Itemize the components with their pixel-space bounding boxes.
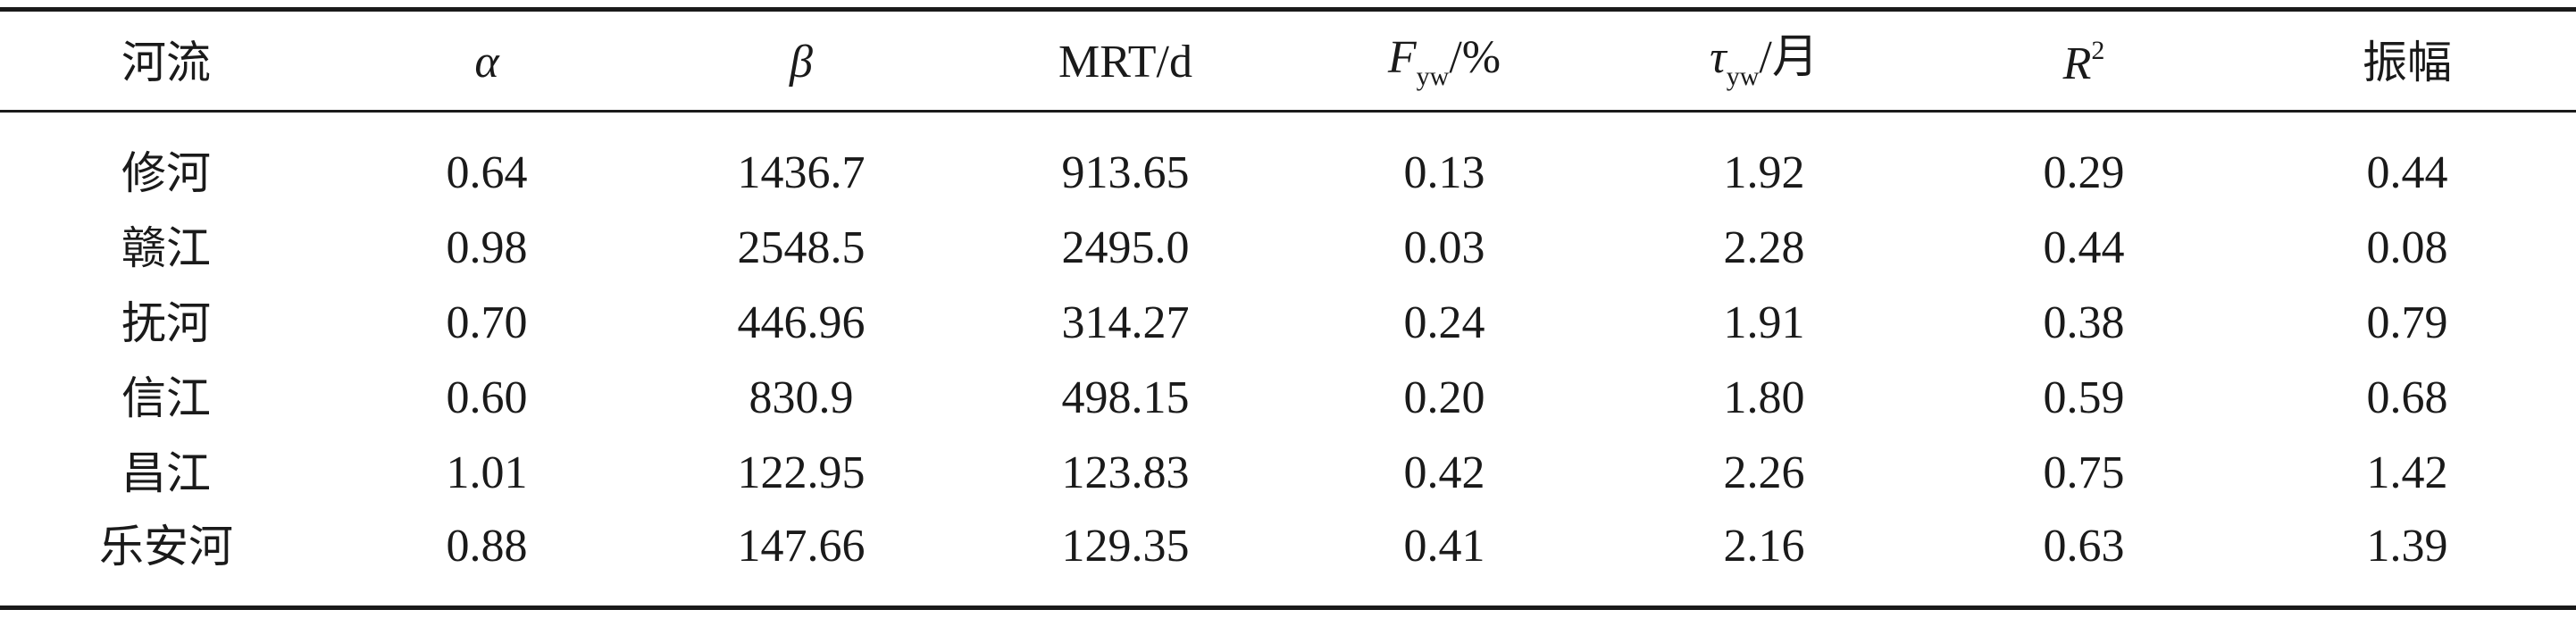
- cell-tau: 2.16: [1723, 521, 1805, 572]
- header-tau-subscript: yw: [1726, 62, 1760, 91]
- cell-fyw: 0.24: [1403, 297, 1485, 348]
- cell-fyw: 0.03: [1403, 222, 1485, 273]
- cell-beta: 830.9: [749, 372, 854, 423]
- cell-river: 赣江: [121, 222, 211, 274]
- header-tau: τyw/月: [1710, 35, 1819, 90]
- cell-tau: 2.26: [1723, 447, 1805, 498]
- cell-beta: 147.66: [737, 521, 866, 572]
- cell-amplitude: 1.42: [2366, 447, 2448, 498]
- cell-alpha: 0.98: [446, 222, 528, 273]
- header-amplitude: 振幅: [2363, 37, 2452, 88]
- cell-mrt: 123.83: [1061, 447, 1190, 498]
- cell-alpha: 0.60: [446, 372, 528, 423]
- cell-alpha: 1.01: [446, 447, 528, 498]
- cell-tau: 2.28: [1723, 222, 1805, 273]
- cell-beta: 1436.7: [737, 147, 866, 198]
- table-bottom-rule: [0, 605, 2576, 610]
- cell-r2: 0.63: [2043, 521, 2125, 572]
- header-fyw: Fyw/%: [1388, 35, 1501, 90]
- header-mrt: MRT/d: [1058, 37, 1193, 88]
- cell-river: 昌江: [121, 447, 211, 499]
- cell-tau: 1.92: [1723, 147, 1805, 198]
- header-fyw-subscript: yw: [1416, 62, 1450, 91]
- cell-r2: 0.59: [2043, 372, 2125, 423]
- cell-mrt: 2495.0: [1061, 222, 1190, 273]
- cell-beta: 2548.5: [737, 222, 866, 273]
- cell-tau: 1.80: [1723, 372, 1805, 423]
- cell-amplitude: 1.39: [2366, 521, 2448, 572]
- cell-river: 乐安河: [99, 521, 233, 572]
- header-tau-unit: /月: [1759, 32, 1819, 83]
- cell-river: 抚河: [121, 297, 211, 349]
- cell-amplitude: 0.44: [2366, 147, 2448, 198]
- header-alpha: α: [474, 37, 499, 88]
- header-beta: β: [790, 37, 813, 88]
- cell-alpha: 0.70: [446, 297, 528, 348]
- cell-amplitude: 0.79: [2366, 297, 2448, 348]
- cell-alpha: 0.88: [446, 521, 528, 572]
- cell-fyw: 0.20: [1403, 372, 1485, 423]
- cell-fyw: 0.42: [1403, 447, 1485, 498]
- cell-tau: 1.91: [1723, 297, 1805, 348]
- header-river: 河流: [121, 37, 211, 88]
- cell-r2: 0.75: [2043, 447, 2125, 498]
- cell-fyw: 0.13: [1403, 147, 1485, 198]
- cell-mrt: 314.27: [1061, 297, 1190, 348]
- header-r2-superscript: 2: [2091, 36, 2105, 65]
- cell-amplitude: 0.68: [2366, 372, 2448, 423]
- cell-r2: 0.29: [2043, 147, 2125, 198]
- cell-r2: 0.44: [2043, 222, 2125, 273]
- cell-mrt: 129.35: [1061, 521, 1190, 572]
- header-fyw-symbol: F: [1387, 32, 1417, 83]
- header-r2: R2: [2063, 38, 2105, 88]
- cell-river: 信江: [121, 372, 211, 424]
- cell-beta: 122.95: [737, 447, 866, 498]
- header-r2-symbol: R: [2062, 38, 2092, 89]
- cell-mrt: 913.65: [1061, 147, 1190, 198]
- header-fyw-unit: /%: [1449, 32, 1501, 83]
- cell-alpha: 0.64: [446, 147, 528, 198]
- table-header-rule: [0, 110, 2576, 113]
- cell-fyw: 0.41: [1403, 521, 1485, 572]
- cell-mrt: 498.15: [1061, 372, 1190, 423]
- cell-beta: 446.96: [737, 297, 866, 348]
- table-top-rule: [0, 7, 2576, 12]
- header-tau-symbol: τ: [1710, 32, 1727, 83]
- cell-river: 修河: [121, 147, 211, 199]
- cell-amplitude: 0.08: [2366, 222, 2448, 273]
- cell-r2: 0.38: [2043, 297, 2125, 348]
